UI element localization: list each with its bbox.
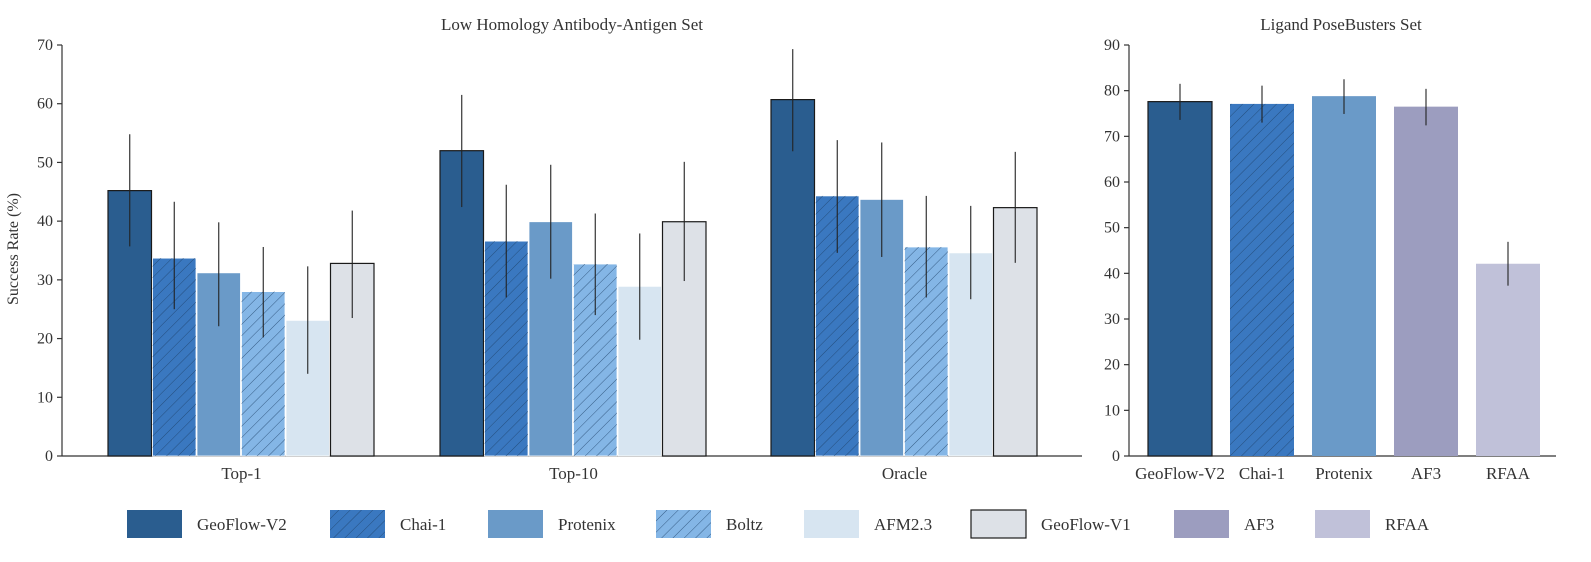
right-y-tick-label: 80 [1104,83,1120,100]
bar-protenix [1312,96,1376,456]
left-bars [107,49,1038,457]
category-label-top-10: Top-10 [549,464,598,483]
legend-label-chai-1: Chai-1 [400,515,446,534]
bar-hatch-chai-1 [1230,103,1294,456]
legend-label-geoflow-v2: GeoFlow-V2 [197,515,287,534]
right-y-tick-label: 60 [1104,174,1120,191]
bar-geoflow-v2-oracle [770,99,816,457]
left-y-tick-label: 60 [37,96,53,113]
posebusters-chart: Ligand PoseBusters Set 0 10 20 30 40 50 60 70 80… [1104,15,1556,483]
legend-swatch-hatch-chai-1 [330,510,385,538]
right-y-tick-label: 70 [1104,128,1120,145]
legend-swatch-geoflow-v2 [127,510,182,538]
right-y-tick-label: 10 [1104,402,1120,419]
antibody-antigen-chart: Low Homology Antibody-Antigen Set Succes… [5,15,1082,483]
left-y-tick-label: 0 [45,448,53,465]
category-label-geoflow-v2: GeoFlow-V2 [1135,464,1225,483]
category-label-rfaa: RFAA [1486,464,1531,483]
right-y-ticks: 0 10 20 30 40 50 60 70 80 90 [1104,37,1129,465]
legend: GeoFlow-V2 Chai-1 Protenix Boltz AFM2.3 GeoFl… [127,509,1430,539]
left-y-tick-label: 20 [37,331,53,348]
left-y-tick-label: 50 [37,154,53,171]
legend-label-rfaa: RFAA [1385,515,1430,534]
category-label-top-1: Top-1 [221,464,261,483]
legend-swatch-hatch-boltz [656,510,711,538]
y-axis-label: Success Rate (%) [5,193,22,305]
left-y-tick-label: 40 [37,213,53,230]
legend-label-af3: AF3 [1244,515,1274,534]
bar-geoflow-v2 [1147,101,1213,457]
right-y-tick-label: 90 [1104,37,1120,54]
legend-swatch-afm2-3 [804,510,859,538]
left-chart-title: Low Homology Antibody-Antigen Set [441,15,703,34]
left-y-tick-label: 70 [37,37,53,54]
legend-label-geoflow-v1: GeoFlow-V1 [1041,515,1131,534]
right-categories: GeoFlow-V2 Chai-1 Protenix AF3 RFAA [1135,464,1531,483]
category-label-chai-1: Chai-1 [1239,464,1285,483]
right-chart-title: Ligand PoseBusters Set [1260,15,1422,34]
legend-swatch-af3 [1174,510,1229,538]
category-label-af3: AF3 [1411,464,1441,483]
left-categories: Top-1 Top-10 Oracle [221,464,927,483]
legend-swatch-geoflow-v1 [970,509,1027,539]
category-label-oracle: Oracle [882,464,927,483]
legend-swatch-protenix [488,510,543,538]
right-bars [1147,79,1540,457]
right-y-tick-label: 30 [1104,311,1120,328]
bar-af3 [1394,106,1458,457]
legend-label-protenix: Protenix [558,515,616,534]
left-y-tick-label: 10 [37,389,53,406]
legend-label-boltz: Boltz [726,515,763,534]
bar-afm2-3-top-1 [285,319,330,457]
left-y-tick-label: 30 [37,272,53,289]
left-y-ticks: 0 10 20 30 40 50 60 70 [37,37,62,465]
bar-rfaa [1476,263,1540,456]
right-y-tick-label: 0 [1112,448,1120,465]
right-y-tick-label: 40 [1104,265,1120,282]
category-label-protenix: Protenix [1315,464,1373,483]
legend-label-afm2-3: AFM2.3 [874,515,932,534]
legend-swatch-rfaa [1315,510,1370,538]
right-y-tick-label: 50 [1104,220,1120,237]
right-y-tick-label: 20 [1104,357,1120,374]
